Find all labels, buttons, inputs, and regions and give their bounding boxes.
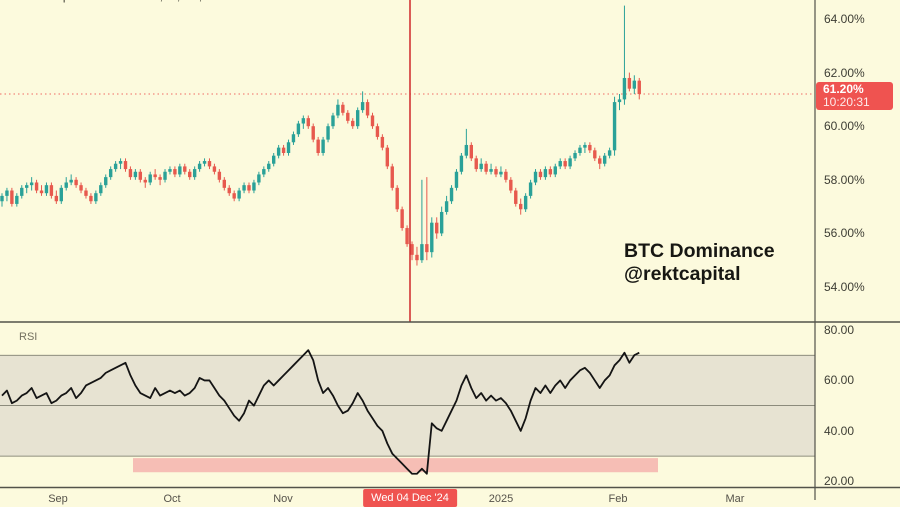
bar-close-countdown: 10:20:31 (823, 95, 870, 109)
price-tick-62: 62.00% (824, 65, 865, 80)
candlestick-series (0, 5, 641, 266)
time-tick-Sep: Sep (48, 493, 68, 505)
watermark-line1: BTC Dominance (624, 240, 775, 262)
price-tick-60: 60.00% (824, 119, 865, 134)
last-price-label: 61.20% 10:20:31 (816, 82, 893, 110)
rsi-tick-20: 20.00 (824, 474, 855, 489)
watermark-line2: @rektcapital (624, 263, 741, 285)
symbol-legend-text: Market Cap BTC Dominance, %, 1D, CRYPTOC… (8, 0, 348, 3)
last-price-value: 61.20% (823, 82, 864, 96)
time-tick-Nov: Nov (273, 493, 293, 505)
rsi-tick-60: 60.00 (824, 373, 855, 388)
symbol-legend[interactable]: Market Cap BTC Dominance, %, 1D, CRYPTOC… (8, 0, 348, 5)
rsi-tick-40: 40.00 (824, 423, 855, 438)
rsi-tick-80: 80.00 (824, 323, 855, 337)
price-tick-56: 56.00% (824, 226, 865, 241)
rsi-line (1, 349, 640, 475)
rsi-indicator-label[interactable]: RSI (19, 331, 38, 343)
price-tick-64: 64.00% (824, 12, 865, 26)
watermark: BTC Dominance @rektcapital (624, 240, 775, 286)
time-tick-2025: 2025 (488, 493, 514, 505)
time-tick-Feb: Feb (608, 493, 628, 505)
rsi-oversold-highlight-band (133, 458, 658, 473)
time-tick-Oct: Oct (163, 493, 181, 505)
crosshair-date-badge: Wed 04 Dec '24 (363, 489, 457, 507)
price-tick-54: 54.00% (824, 280, 865, 294)
price-tick-58: 58.00% (824, 172, 865, 187)
time-tick-Mar: Mar (725, 493, 745, 505)
